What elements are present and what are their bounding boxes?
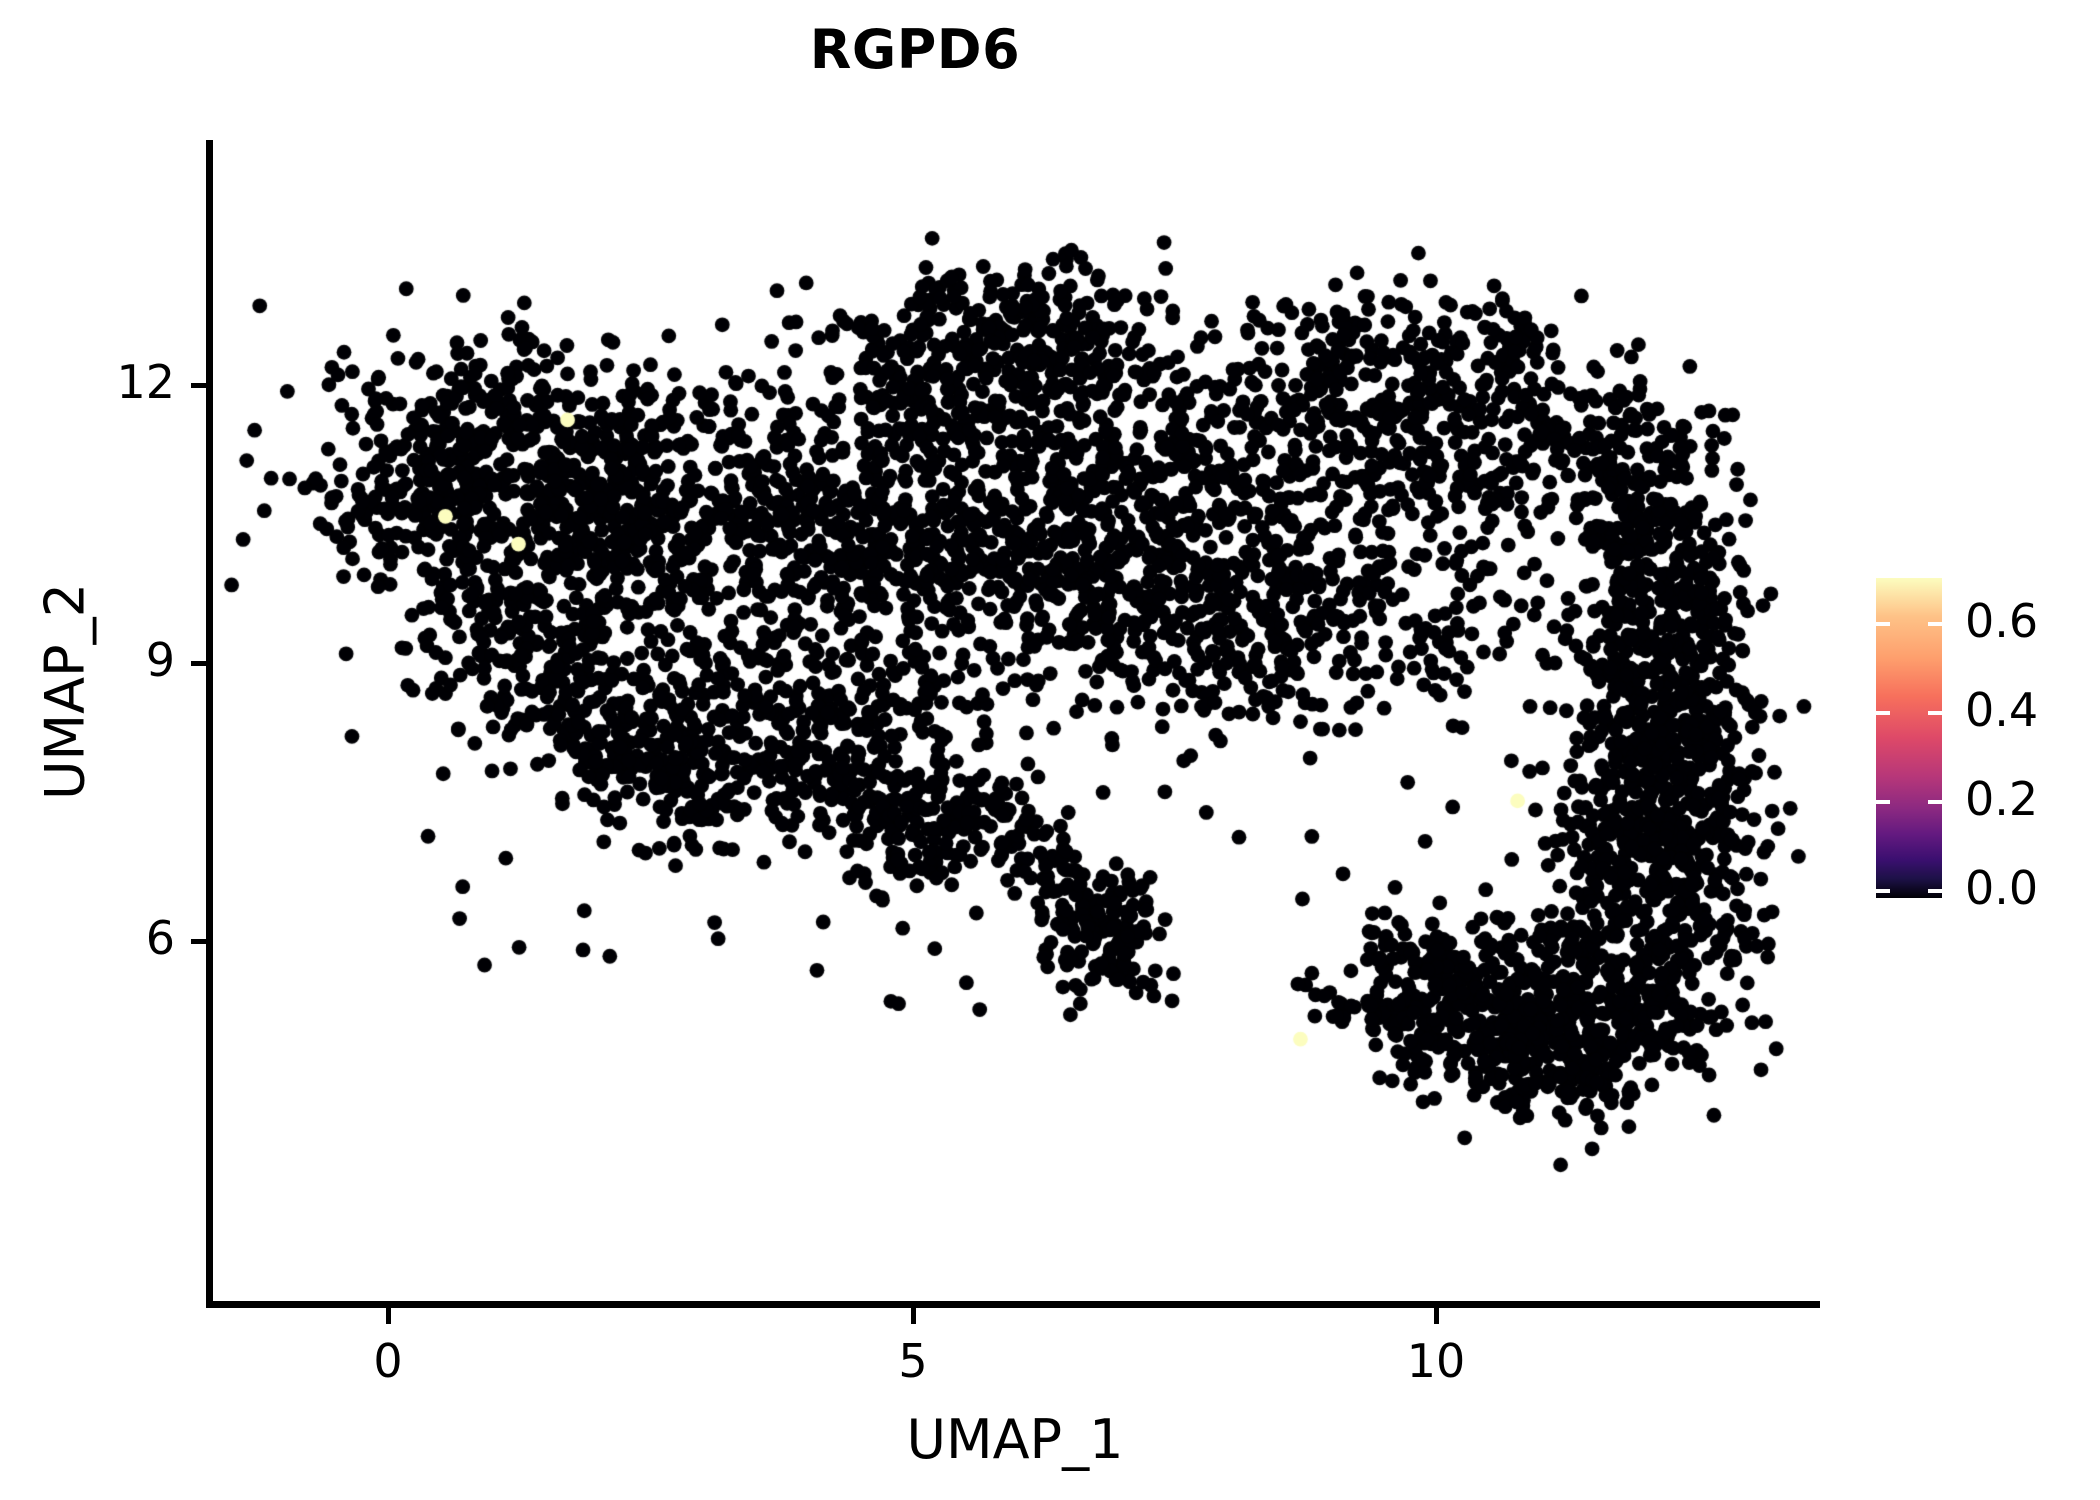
colorbar-tick-0.4-right — [1928, 711, 1942, 715]
colorbar-tick-0.6-right — [1928, 622, 1942, 626]
colorbar-tick-0.2-right — [1928, 800, 1942, 804]
colorbar-label-0.0: 0.0 — [1965, 861, 2039, 915]
x-tick-label-0: 0 — [373, 1334, 403, 1388]
colorbar-tick-0.4-left — [1876, 711, 1890, 715]
y-tick-label-9: 9 — [145, 633, 175, 687]
colorbar-tick-0.0-right — [1928, 889, 1942, 893]
x-tick-mark-10 — [1434, 1308, 1439, 1324]
y-tick-mark-12 — [191, 383, 207, 388]
y-tick-label-12: 12 — [116, 355, 175, 409]
scatter-points-layer — [210, 140, 1820, 1305]
colorbar-label-0.6: 0.6 — [1965, 594, 2039, 648]
y-tick-mark-6 — [191, 939, 207, 944]
x-tick-mark-5 — [911, 1308, 916, 1324]
y-axis-label: UMAP_2 — [33, 583, 97, 800]
y-axis-spine — [206, 140, 213, 1308]
colorbar-gradient — [1876, 578, 1942, 898]
colorbar — [1876, 578, 1942, 898]
plot-area — [210, 140, 1820, 1305]
page-title: RGPD6 — [809, 18, 1021, 81]
x-tick-mark-0 — [386, 1308, 391, 1324]
colorbar-tick-0.6-left — [1876, 622, 1890, 626]
x-tick-label-5: 5 — [898, 1334, 928, 1388]
x-tick-label-10: 10 — [1406, 1334, 1466, 1388]
colorbar-tick-0.2-left — [1876, 800, 1890, 804]
y-tick-label-6: 6 — [145, 911, 175, 965]
colorbar-tick-0.0-left — [1876, 889, 1890, 893]
x-axis-label: UMAP_1 — [906, 1408, 1124, 1471]
y-tick-mark-9 — [191, 661, 207, 666]
colorbar-label-0.4: 0.4 — [1965, 683, 2039, 737]
colorbar-label-0.2: 0.2 — [1965, 772, 2039, 826]
